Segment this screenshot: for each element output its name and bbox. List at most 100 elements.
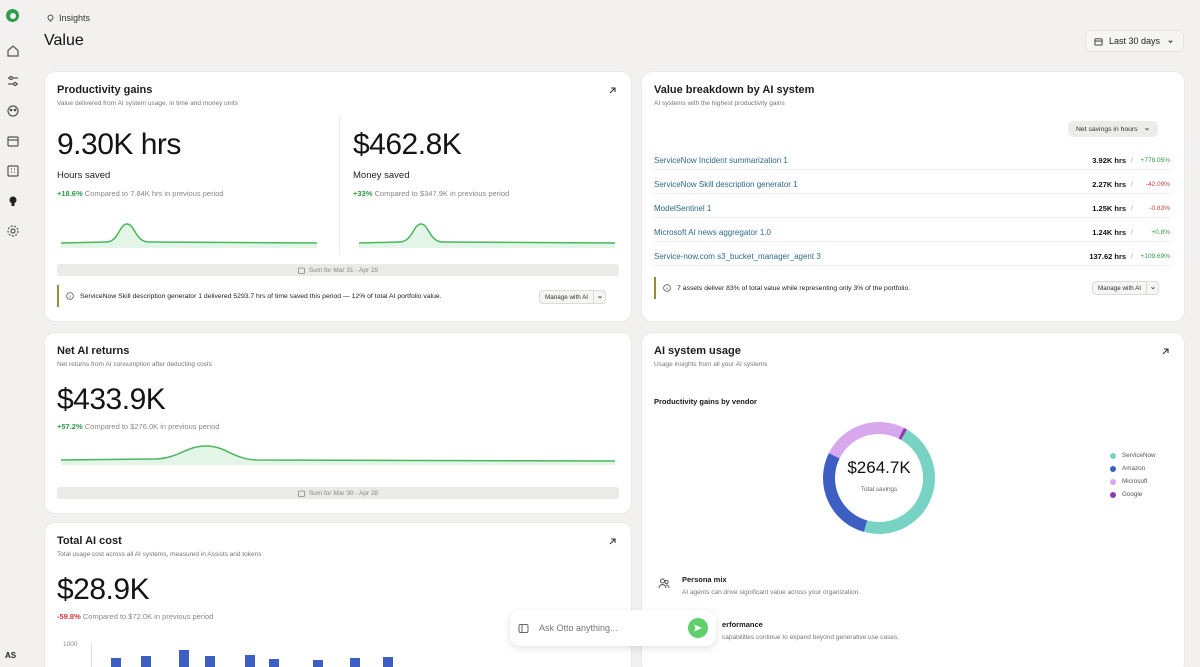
donut-slice-microsoft[interactable] xyxy=(828,422,904,459)
hours-compare-text: Compared to 7.84K hrs in previous period xyxy=(84,189,224,198)
chevron-down-icon[interactable] xyxy=(593,291,605,303)
legend-label: Google xyxy=(1122,491,1143,498)
breakdown-row[interactable]: ServiceNow Incident summarization 1 3.92K… xyxy=(654,152,1170,170)
info-icon xyxy=(66,292,74,300)
sidebar-toggle-icon[interactable] xyxy=(518,623,529,634)
money-compare-text: Compared to $347.9K in previous period xyxy=(374,189,510,198)
system-name[interactable]: Service-now.com s3_bucket_manager_agent … xyxy=(654,252,821,261)
cost-bar xyxy=(111,658,121,667)
cost-bar xyxy=(179,650,189,667)
total-cost-value: $28.9K xyxy=(57,573,150,606)
money-saved-label: Money saved xyxy=(353,170,410,181)
legend-swatch xyxy=(1110,465,1116,472)
productivity-card: Productivity gains Value delivered from … xyxy=(45,72,631,321)
y-axis-tick: 1000 xyxy=(63,641,78,648)
card-title: AI system usage xyxy=(654,345,741,357)
send-icon xyxy=(694,624,702,632)
legend-label: ServiceNow xyxy=(1122,452,1156,459)
net-returns-compare: +57.2% Compared to $276.0K in previous p… xyxy=(57,422,219,431)
donut-slice-servicenow[interactable] xyxy=(863,429,935,534)
net-returns-sparkline xyxy=(61,445,615,465)
system-delta: +778.05% xyxy=(1140,157,1170,164)
total-cost-delta: -59.8% xyxy=(57,612,81,621)
lightbulb-icon[interactable] xyxy=(6,194,20,208)
hours-saved-label: Hours saved xyxy=(57,170,111,181)
money-compare: +33% Compared to $347.9K in previous per… xyxy=(353,189,509,198)
net-returns-card: Net AI returns Net returns from AI consu… xyxy=(45,333,631,513)
manage-with-ai-button[interactable]: Manage with AI xyxy=(1092,281,1160,295)
calendar-icon xyxy=(297,267,305,274)
expand-icon[interactable] xyxy=(608,86,617,95)
cost-bar xyxy=(141,656,151,667)
legend-item[interactable]: Amazon xyxy=(1110,462,1156,475)
breakdown-row[interactable]: ServiceNow Skill description generator 1… xyxy=(654,176,1170,194)
expand-icon[interactable] xyxy=(1161,347,1170,356)
performance-title[interactable]: erformance xyxy=(722,620,763,629)
cost-bar xyxy=(245,655,255,667)
card-subtitle: AI systems with the highest productivity… xyxy=(654,100,785,107)
building-icon[interactable] xyxy=(6,164,20,178)
user-avatar[interactable]: AS xyxy=(5,651,17,660)
info-icon xyxy=(663,284,671,292)
sum-period-bar: Sum for Mar 30 - Apr 28 xyxy=(57,487,619,499)
legend-item[interactable]: Google xyxy=(1110,488,1156,501)
chart-legend: ServiceNow Amazon Microsoft Google xyxy=(1110,449,1156,501)
donut-slice-amazon[interactable] xyxy=(823,453,868,532)
home-icon[interactable] xyxy=(6,44,20,58)
breakdown-row[interactable]: Microsoft AI news aggregator 1.0 1.24K hr… xyxy=(654,224,1170,242)
insight-text: 7 assets deliver 83% of total value whil… xyxy=(677,284,911,292)
money-saved-value: $462.8K xyxy=(353,128,462,161)
sort-select[interactable]: Net savings in hours xyxy=(1068,121,1158,137)
card-title: Total AI cost xyxy=(57,535,122,547)
bot-icon[interactable] xyxy=(6,104,20,118)
chart-title: Productivity gains by vendor xyxy=(654,397,757,406)
manage-with-ai-label[interactable]: Manage with AI xyxy=(1098,284,1142,292)
otto-chat-input[interactable] xyxy=(539,623,678,633)
hours-saved-value: 9.30K hrs xyxy=(57,128,181,161)
sliders-icon[interactable] xyxy=(6,74,20,88)
chevron-down-icon xyxy=(1144,127,1149,131)
breakdown-row[interactable]: ModelSentinel 1 1.25K hrs / -0.83% xyxy=(654,200,1170,218)
total-cost-compare: -59.8% Compared to $72.0K in previous pe… xyxy=(57,612,213,621)
breadcrumb[interactable]: Insights xyxy=(46,13,90,23)
legend-swatch xyxy=(1110,491,1116,498)
settings-icon[interactable] xyxy=(6,224,20,238)
calendar-icon[interactable] xyxy=(6,134,20,148)
card-subtitle: Usage insights from all your AI systems xyxy=(654,361,768,368)
system-name[interactable]: ModelSentinel 1 xyxy=(654,204,712,213)
system-name[interactable]: ServiceNow Incident summarization 1 xyxy=(654,156,788,165)
card-subtitle: Value delivered from AI system usage, in… xyxy=(57,100,238,107)
separator: / xyxy=(1131,229,1133,236)
cost-bar xyxy=(383,657,393,667)
money-delta: +33% xyxy=(353,189,373,198)
breakdown-row[interactable]: Service-now.com s3_bucket_manager_agent … xyxy=(654,248,1170,266)
cost-bar xyxy=(205,656,215,667)
separator: / xyxy=(1131,205,1133,212)
system-delta: -42.09% xyxy=(1145,181,1170,188)
card-title: Value breakdown by AI system xyxy=(654,84,815,96)
system-name[interactable]: ServiceNow Skill description generator 1 xyxy=(654,180,798,189)
date-range-select[interactable]: Last 30 days xyxy=(1085,30,1185,52)
separator: / xyxy=(1131,157,1133,164)
app-logo[interactable] xyxy=(6,9,19,22)
nav-rail: AS xyxy=(0,0,26,667)
hours-compare: +18.6% Compared to 7.84K hrs in previous… xyxy=(57,189,224,198)
send-button[interactable] xyxy=(688,618,708,638)
legend-item[interactable]: Microsoft xyxy=(1110,475,1156,488)
donut-slice-google[interactable] xyxy=(898,427,907,440)
legend-swatch xyxy=(1110,452,1116,459)
insight-text: ServiceNow Skill description generator 1… xyxy=(80,292,442,300)
legend-item[interactable]: ServiceNow xyxy=(1110,449,1156,462)
sum-period-bar: Sum for Mar 31 - Apr 29 xyxy=(57,264,619,276)
manage-with-ai-button[interactable]: Manage with AI xyxy=(539,290,607,304)
cost-bar xyxy=(313,660,323,667)
system-hours: 3.92K hrs xyxy=(1092,156,1127,165)
system-delta: +0.8% xyxy=(1151,229,1170,236)
expand-icon[interactable] xyxy=(608,537,617,546)
system-name[interactable]: Microsoft AI news aggregator 1.0 xyxy=(654,228,771,237)
card-subtitle: Net returns from AI consumption after de… xyxy=(57,361,212,368)
chevron-down-icon[interactable] xyxy=(1146,282,1158,294)
performance-desc: capabilities continue to expand beyond g… xyxy=(722,634,900,641)
manage-with-ai-label[interactable]: Manage with AI xyxy=(545,293,589,301)
persona-mix-title[interactable]: Persona mix xyxy=(682,575,727,584)
